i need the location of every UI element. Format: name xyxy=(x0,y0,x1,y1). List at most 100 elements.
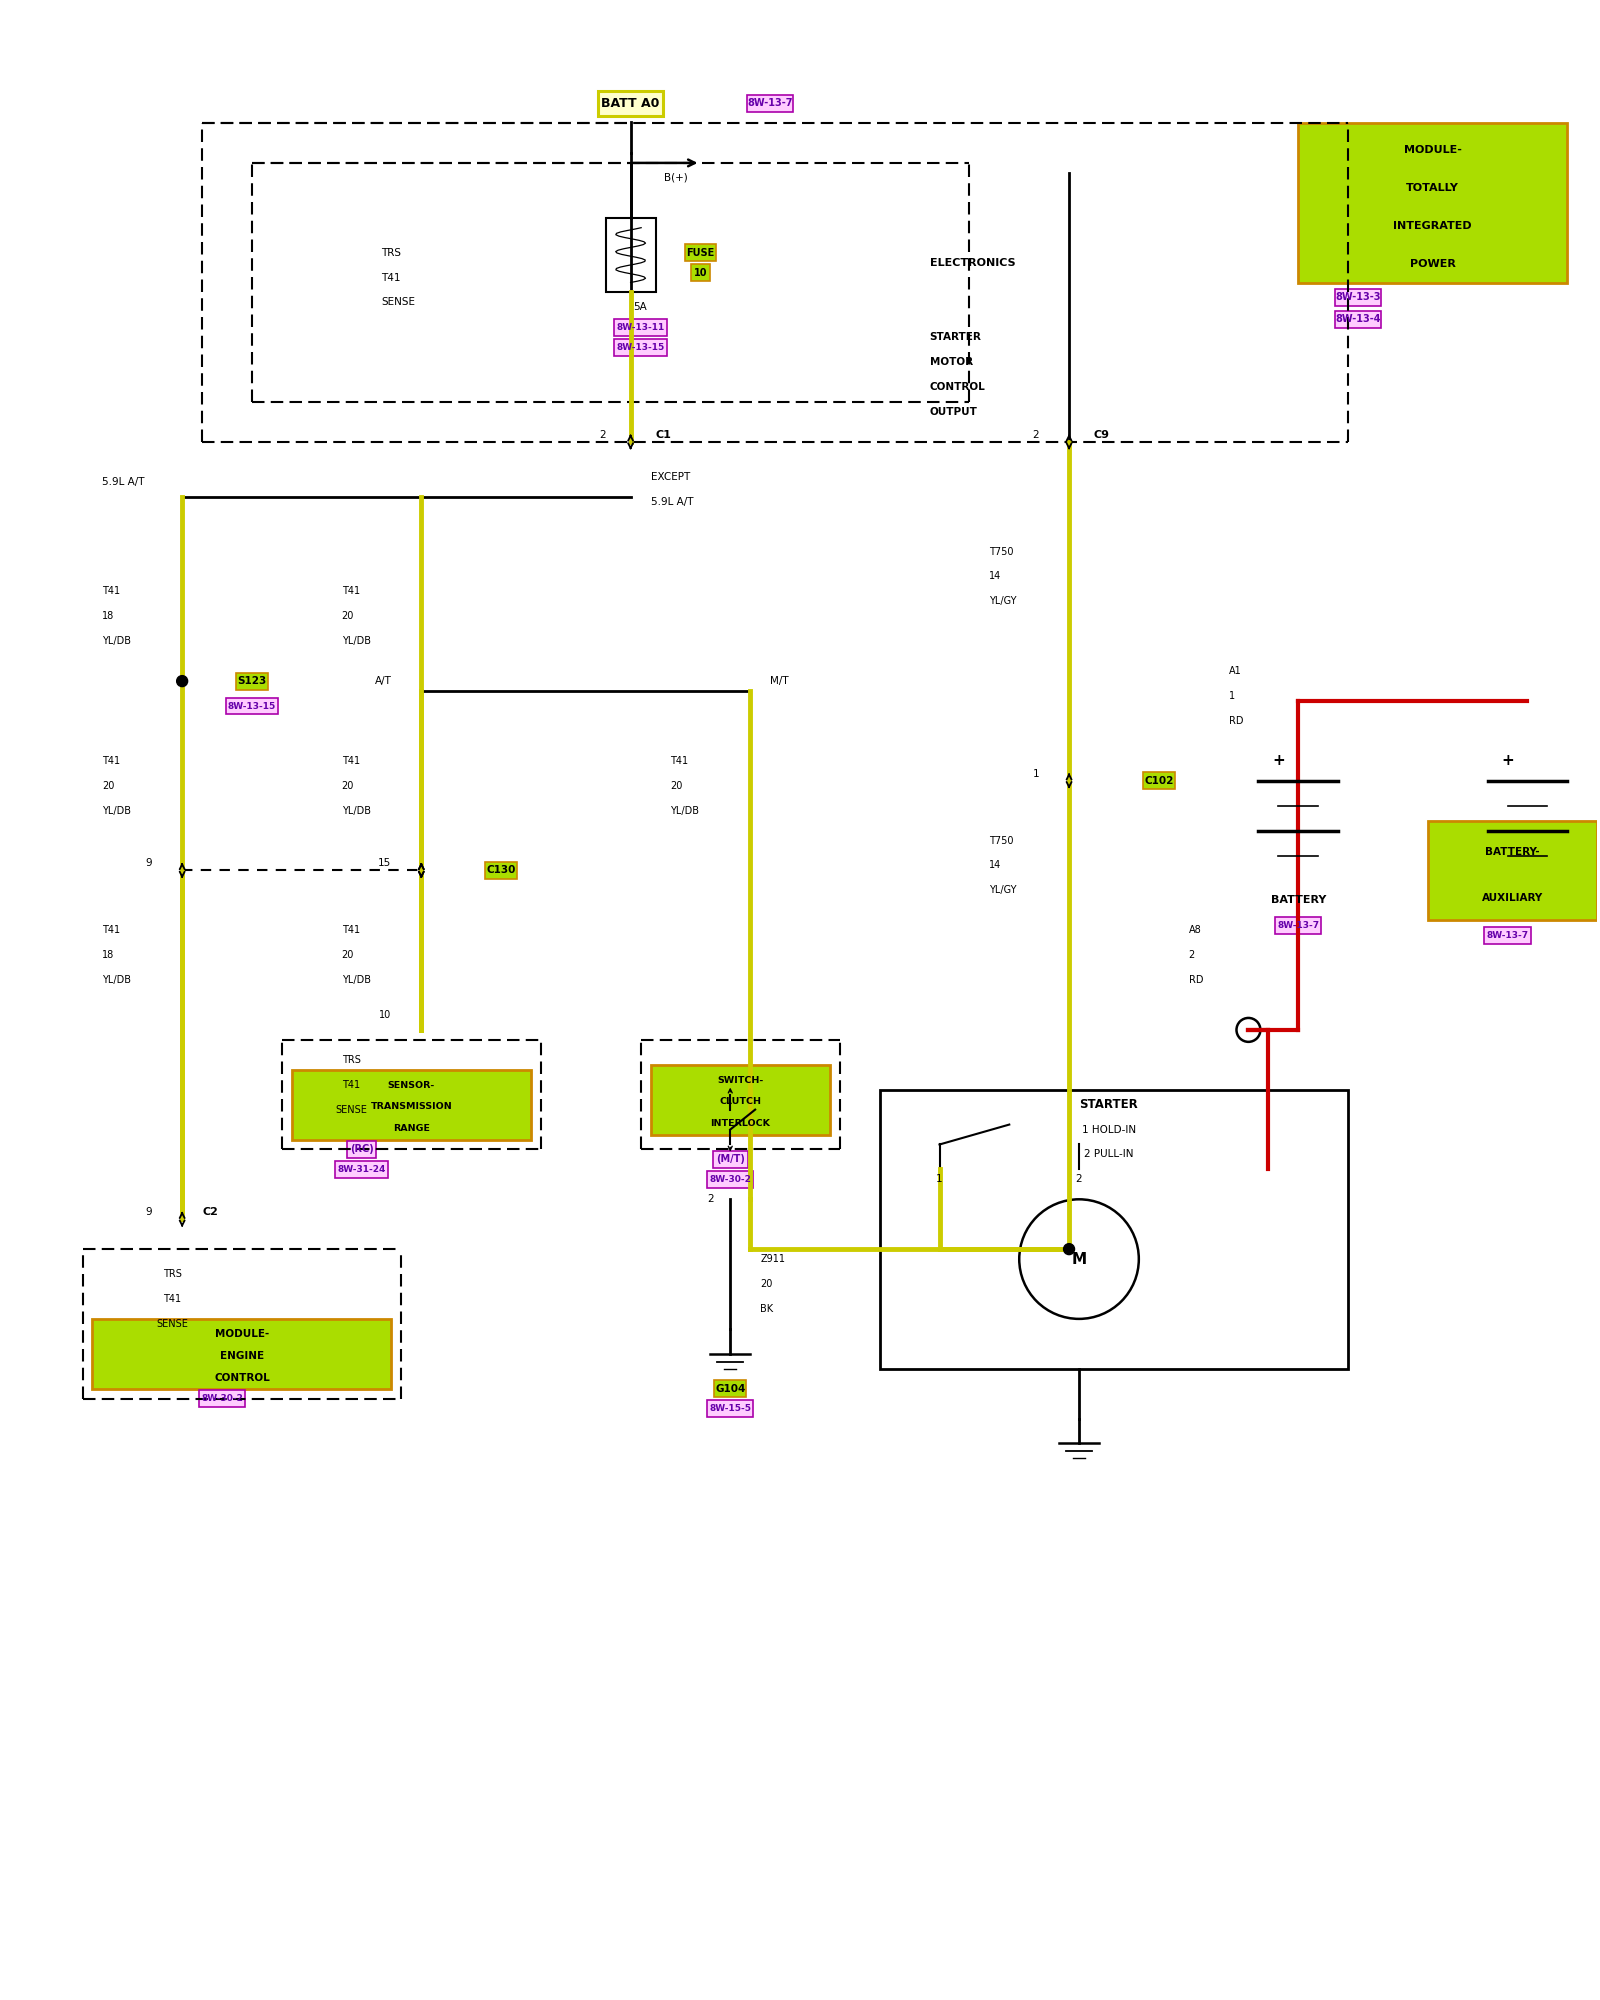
Text: RANGE: RANGE xyxy=(394,1124,430,1134)
Text: OUTPUT: OUTPUT xyxy=(930,408,978,418)
Text: BK: BK xyxy=(760,1304,773,1314)
Text: T41: T41 xyxy=(670,756,688,766)
Text: TRANSMISSION: TRANSMISSION xyxy=(371,1102,453,1112)
Text: INTEGRATED: INTEGRATED xyxy=(1394,220,1472,230)
Bar xyxy=(880,1090,1349,1368)
Text: BATT A0: BATT A0 xyxy=(602,96,659,110)
Text: RD: RD xyxy=(1229,716,1243,726)
Text: T41: T41 xyxy=(102,926,120,936)
Text: T41: T41 xyxy=(102,586,120,596)
Text: 2 PULL-IN: 2 PULL-IN xyxy=(1085,1150,1134,1160)
Text: YL/DB: YL/DB xyxy=(102,636,131,646)
Text: YL/DB: YL/DB xyxy=(341,976,371,986)
Text: 2: 2 xyxy=(1189,950,1195,960)
Text: 20: 20 xyxy=(341,612,354,622)
Text: 20: 20 xyxy=(670,780,683,790)
Bar xyxy=(1298,124,1568,282)
Text: 1: 1 xyxy=(936,1174,942,1184)
FancyBboxPatch shape xyxy=(614,338,667,356)
Text: T750: T750 xyxy=(989,836,1014,846)
Text: EXCEPT: EXCEPT xyxy=(651,472,690,482)
Text: 8W-30-2: 8W-30-2 xyxy=(709,1174,750,1184)
Text: ENGINE: ENGINE xyxy=(219,1350,264,1360)
FancyBboxPatch shape xyxy=(226,698,278,714)
Text: Z911: Z911 xyxy=(760,1254,786,1264)
Text: 2: 2 xyxy=(1075,1174,1082,1184)
FancyBboxPatch shape xyxy=(691,264,710,282)
Text: C130: C130 xyxy=(486,866,515,876)
Text: YL/GY: YL/GY xyxy=(989,886,1018,896)
Text: 2: 2 xyxy=(598,430,606,440)
Text: BATTERY: BATTERY xyxy=(1270,896,1326,906)
Text: CONTROL: CONTROL xyxy=(214,1372,270,1382)
Text: 1 HOLD-IN: 1 HOLD-IN xyxy=(1082,1124,1136,1134)
FancyBboxPatch shape xyxy=(714,1150,747,1168)
Text: (RC): (RC) xyxy=(350,1144,373,1154)
FancyBboxPatch shape xyxy=(614,318,667,336)
Text: SENSE: SENSE xyxy=(157,1318,189,1328)
Text: M/T: M/T xyxy=(770,676,789,686)
FancyBboxPatch shape xyxy=(1334,288,1381,306)
FancyBboxPatch shape xyxy=(237,672,267,690)
FancyBboxPatch shape xyxy=(1275,916,1322,934)
Text: TOTALLY: TOTALLY xyxy=(1406,182,1459,192)
Text: 8W-13-7: 8W-13-7 xyxy=(1277,920,1320,930)
Text: T750: T750 xyxy=(989,546,1014,556)
FancyBboxPatch shape xyxy=(747,94,794,112)
Text: S123: S123 xyxy=(237,676,267,686)
Text: INTERLOCK: INTERLOCK xyxy=(710,1120,770,1128)
Text: RD: RD xyxy=(1189,976,1203,986)
Text: CONTROL: CONTROL xyxy=(930,382,986,392)
Text: T41: T41 xyxy=(341,756,360,766)
Text: YL/DB: YL/DB xyxy=(102,976,131,986)
Text: 2: 2 xyxy=(1032,430,1038,440)
FancyBboxPatch shape xyxy=(707,1170,754,1188)
Text: +: + xyxy=(1501,754,1514,768)
Text: MOTOR: MOTOR xyxy=(930,358,973,368)
Text: 2: 2 xyxy=(707,1194,714,1204)
Text: 20: 20 xyxy=(341,950,354,960)
Text: B(+): B(+) xyxy=(664,172,688,182)
Text: 8W-13-15: 8W-13-15 xyxy=(227,702,277,710)
Text: C2: C2 xyxy=(202,1208,218,1218)
Text: 14: 14 xyxy=(989,572,1002,582)
Text: (M/T): (M/T) xyxy=(715,1154,744,1164)
Bar xyxy=(1427,820,1597,920)
Text: 14: 14 xyxy=(989,860,1002,870)
Text: STARTER: STARTER xyxy=(930,332,981,342)
FancyBboxPatch shape xyxy=(485,862,517,878)
Text: 5.9L A/T: 5.9L A/T xyxy=(102,476,146,486)
Text: T41: T41 xyxy=(341,926,360,936)
FancyBboxPatch shape xyxy=(598,90,662,116)
Circle shape xyxy=(1064,1244,1075,1254)
Text: A/T: A/T xyxy=(374,676,392,686)
FancyBboxPatch shape xyxy=(1142,772,1174,790)
Bar xyxy=(93,1318,392,1388)
Text: 18: 18 xyxy=(102,950,115,960)
Text: T41: T41 xyxy=(381,272,402,282)
FancyBboxPatch shape xyxy=(1485,926,1531,944)
Text: ELECTRONICS: ELECTRONICS xyxy=(930,258,1014,268)
Text: YL/GY: YL/GY xyxy=(989,596,1018,606)
Text: MODULE-: MODULE- xyxy=(214,1330,269,1340)
Circle shape xyxy=(176,676,187,686)
Text: +: + xyxy=(1272,754,1285,768)
FancyBboxPatch shape xyxy=(714,1380,746,1398)
Text: 8W-13-3: 8W-13-3 xyxy=(1336,292,1381,302)
Text: SWITCH-: SWITCH- xyxy=(717,1076,763,1084)
Text: T41: T41 xyxy=(342,1080,360,1090)
FancyBboxPatch shape xyxy=(685,244,717,262)
Text: YL/DB: YL/DB xyxy=(670,806,699,816)
Text: T41: T41 xyxy=(102,756,120,766)
Text: YL/DB: YL/DB xyxy=(341,806,371,816)
Text: 8W-13-7: 8W-13-7 xyxy=(1486,930,1528,940)
Text: G104: G104 xyxy=(715,1384,746,1394)
FancyBboxPatch shape xyxy=(1334,310,1381,328)
Text: 8W-30-2: 8W-30-2 xyxy=(202,1394,243,1404)
Bar xyxy=(291,1070,531,1140)
Text: TRS: TRS xyxy=(163,1270,182,1280)
Text: 8W-15-5: 8W-15-5 xyxy=(709,1404,752,1414)
Text: 9: 9 xyxy=(146,858,152,868)
Text: M: M xyxy=(1072,1252,1086,1266)
Text: 8W-13-11: 8W-13-11 xyxy=(616,322,664,332)
